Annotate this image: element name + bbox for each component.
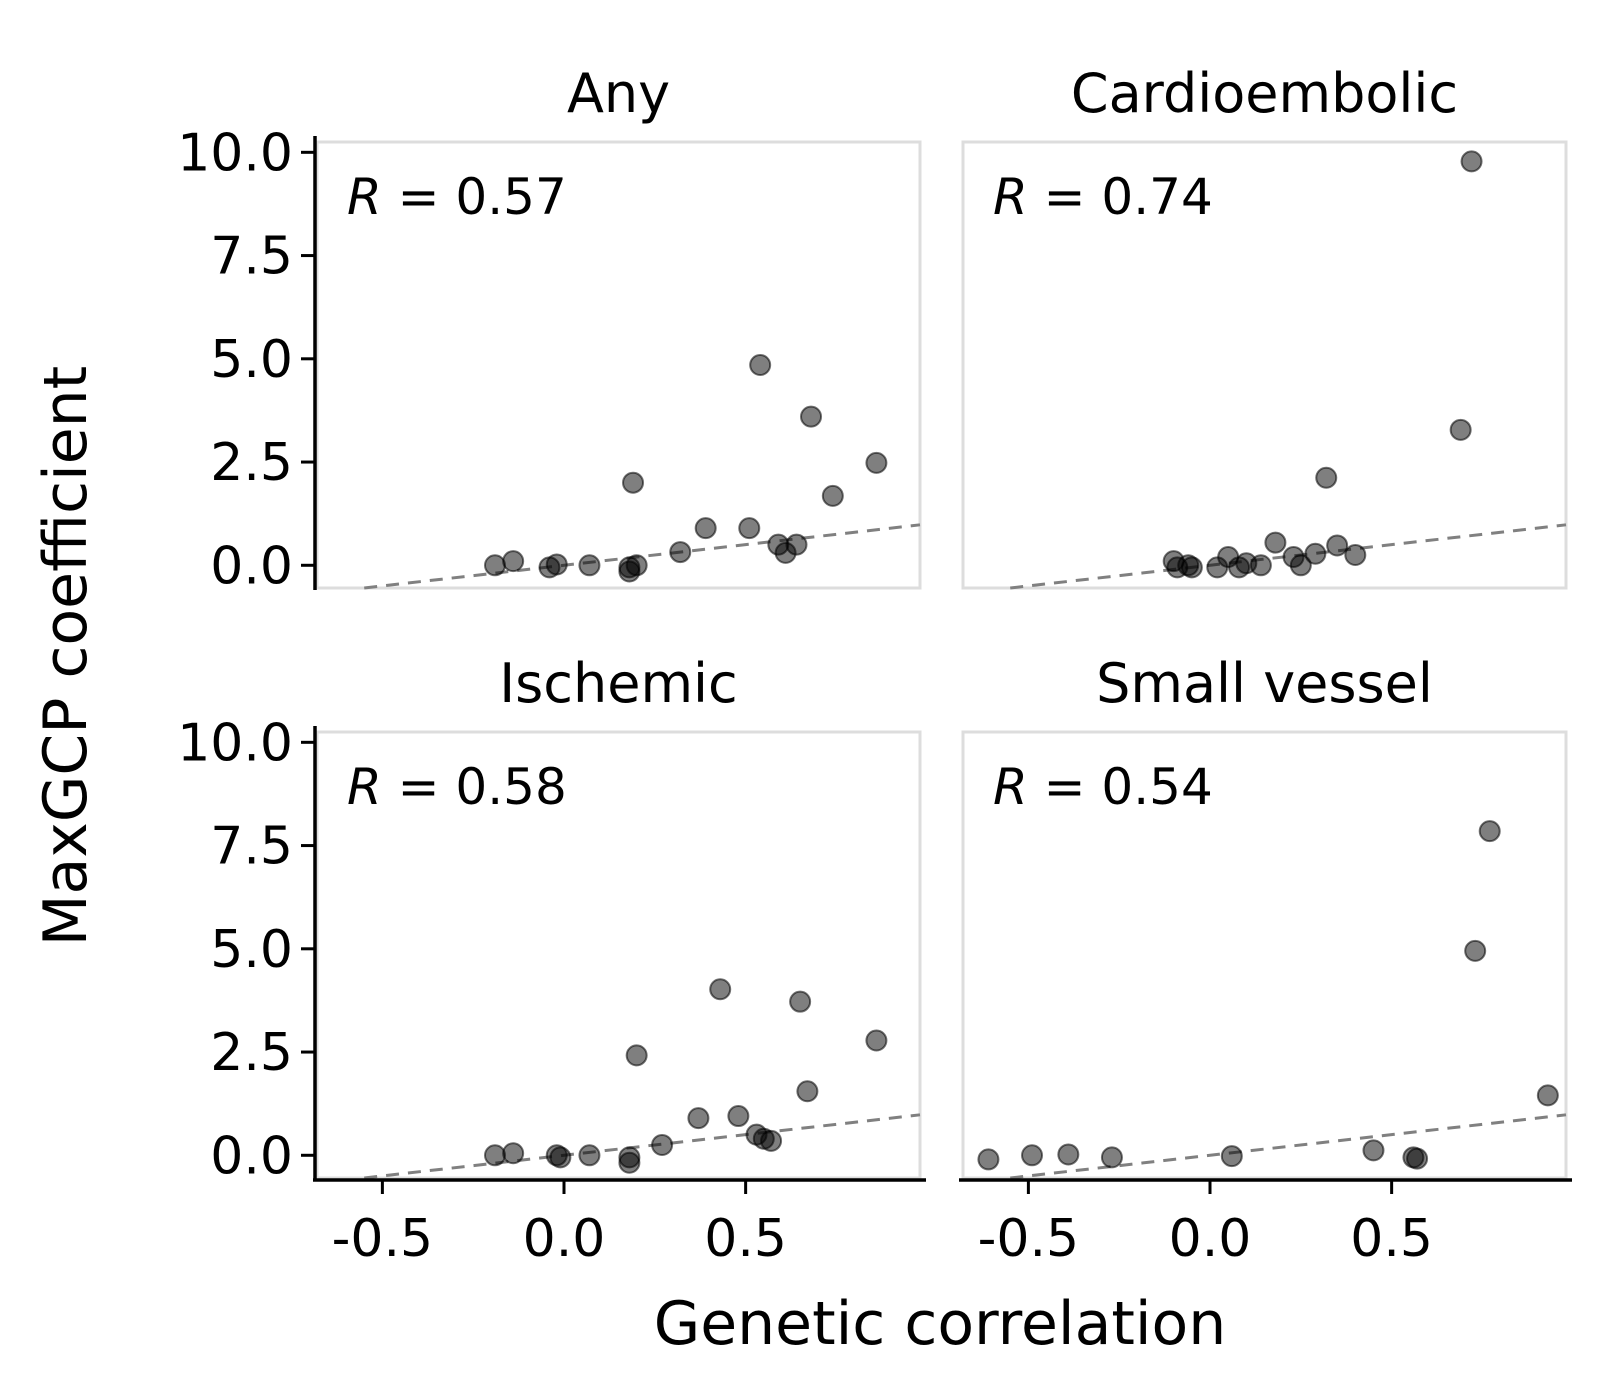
data-point [483,554,506,577]
panel-3: Ischemic R = 0.58 0.0 2.5 5.0 7.5 10.0 -0.5 0.0 0… [177,652,926,1269]
data-point [865,451,888,474]
data-point [1344,543,1367,566]
r-value: = 0.58 [382,758,567,816]
r-annotation: R = 0.54 [993,758,1213,816]
data-point [1100,1146,1123,1169]
r-symbol: R [993,168,1028,226]
panel-title: Ischemic [499,652,738,715]
data-point [578,554,601,577]
y-tick-label: 7.5 [210,817,293,877]
data-point [622,471,645,494]
data-point [625,1044,648,1067]
data-point [502,1142,525,1165]
panel-frame [961,140,1568,590]
panel-4: Small vessel R = 0.54 -0.5 0.0 0.5 [959,652,1572,1269]
trend-line [1010,523,1567,590]
data-point [749,354,772,376]
y-tick-label: 0.0 [210,1126,293,1186]
r-annotation: R = 0.57 [347,168,567,226]
panel-title: Small vessel [1096,652,1433,715]
y-tick-label: 10.0 [177,123,293,183]
panel-frame [961,730,1568,1180]
data-point [618,1146,641,1169]
x-tick-label: -0.5 [978,1209,1079,1269]
data-point [789,990,812,1013]
data-point [651,1133,674,1156]
x-tick-label: -0.5 [332,1209,433,1269]
r-value: = 0.54 [1028,758,1213,816]
data-point [694,517,717,540]
r-value: = 0.74 [1028,168,1213,226]
y-tick-label: 10.0 [177,713,293,773]
data-point [1021,1144,1044,1167]
y-axis-label: MaxGCP coefficient [31,366,101,946]
data-point [1057,1143,1080,1166]
trend-line [364,1113,921,1180]
data-point [578,1144,601,1167]
data-point [1315,466,1338,489]
r-symbol: R [993,758,1028,816]
data-point [1289,554,1312,577]
data-point [760,1129,783,1152]
data-point [865,1029,888,1052]
data-point [669,541,692,564]
data-point [1536,1084,1559,1107]
data-point [727,1105,750,1128]
trend-line [364,523,921,590]
y-tick-label: 2.5 [210,433,293,493]
panel-2: Cardioembolic R = 0.74 [961,62,1568,590]
y-tick-label: 0.0 [210,536,293,596]
data-point [800,405,823,428]
data-point [1362,1139,1385,1162]
data-point [1406,1147,1429,1170]
data-point [785,533,808,556]
data-point [1264,531,1287,554]
data-point [625,554,648,577]
data-point [1220,1145,1243,1168]
data-point [549,1146,572,1169]
data-point [1180,556,1203,579]
data-point [1460,150,1483,173]
y-tick-label: 5.0 [210,920,293,980]
panel-frame [315,140,922,590]
y-tick-label: 5.0 [210,330,293,390]
data-point [483,1144,506,1167]
data-point [545,553,568,576]
r-symbol: R [347,758,382,816]
x-tick-label: 0.5 [704,1209,787,1269]
r-symbol: R [347,168,382,226]
data-point [977,1148,1000,1171]
x-axis-label: Genetic correlation [654,1289,1227,1359]
data-point [687,1107,710,1130]
panel-title: Cardioembolic [1071,62,1458,125]
data-point [821,484,844,507]
y-tick-label: 2.5 [210,1023,293,1083]
r-annotation: R = 0.74 [993,168,1213,226]
x-tick-label: 0.0 [523,1209,606,1269]
data-point [1304,542,1327,565]
data-point [738,517,761,540]
panel-frame [315,730,922,1180]
y-tick-label: 7.5 [210,227,293,287]
data-point [1249,554,1272,577]
r-value: = 0.57 [382,168,567,226]
x-tick-label: 0.5 [1350,1209,1433,1269]
trend-line [1010,1113,1567,1180]
data-point [1478,820,1501,843]
data-point [796,1080,819,1103]
data-point [1464,939,1487,962]
data-point [1326,534,1349,557]
r-annotation: R = 0.58 [347,758,567,816]
x-tick-label: 0.0 [1169,1209,1252,1269]
data-point [709,978,732,1001]
panel-title: Any [567,62,670,125]
data-point [502,550,525,573]
data-point [1449,418,1472,441]
